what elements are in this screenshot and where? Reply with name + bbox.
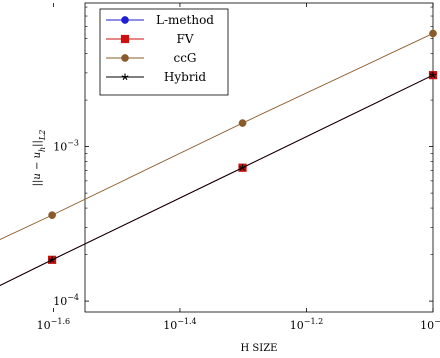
data-point <box>238 119 247 127</box>
legend-label: ccG <box>173 51 196 65</box>
plot-frame <box>84 2 434 313</box>
data-point <box>429 71 437 79</box>
legend-box <box>99 8 229 96</box>
data-point <box>48 211 56 219</box>
legend: L-method FV ccG Hybrid <box>99 8 229 96</box>
legend-marker <box>121 54 129 62</box>
data-point <box>48 256 56 263</box>
legend-item: FV <box>106 32 194 46</box>
y-tick-label: 10−3 <box>53 139 79 154</box>
y-tick-label: 10−4 <box>53 293 79 308</box>
series-ccg <box>0 29 437 240</box>
x-axis-label: H SIZE <box>241 343 278 354</box>
series-line <box>0 74 434 286</box>
y-axis-label: ||u − uh||L2 <box>32 130 47 187</box>
legend-marker <box>120 34 130 44</box>
legend-label: L-method <box>156 13 214 27</box>
legend-item: ccG <box>106 51 197 65</box>
x-tick-label: 10−1.2 <box>290 317 323 332</box>
x-tick-label: 10−1 <box>420 317 440 332</box>
x-tick-label: 10−1.6 <box>37 317 70 332</box>
data-point <box>239 164 246 171</box>
legend-marker <box>121 73 129 81</box>
series-hybrid <box>0 71 437 286</box>
series-line <box>0 33 434 240</box>
series-line <box>0 74 434 286</box>
legend-label: Hybrid <box>164 70 207 84</box>
legend-item: Hybrid <box>106 70 206 84</box>
data-point <box>429 29 437 38</box>
legend-marker <box>121 16 129 24</box>
legend-item: L-method <box>106 13 214 27</box>
series-line <box>0 74 434 286</box>
legend-label: FV <box>177 32 194 46</box>
x-tick-label: 10−1.4 <box>163 317 196 332</box>
